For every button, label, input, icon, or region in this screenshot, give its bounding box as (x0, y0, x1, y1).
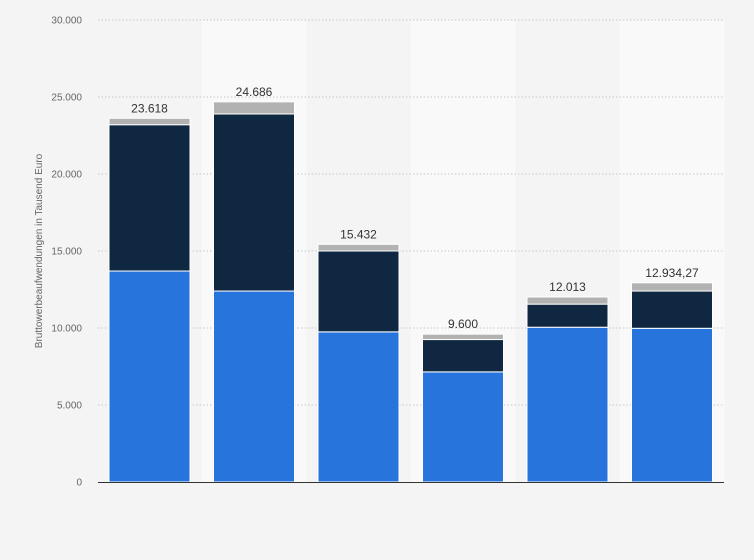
bar-total-label: 23.618 (131, 101, 168, 115)
bar-total-label: 24.686 (236, 85, 273, 99)
y-tick-label: 10.000 (51, 324, 82, 335)
bar-segment-2[interactable] (631, 290, 713, 329)
bar-segment-2[interactable] (422, 339, 504, 373)
bars (108, 101, 713, 483)
bar-segment-1[interactable] (631, 327, 713, 483)
y-axis-title: Bruttowerbeaufwendungen in Tausend Euro (34, 153, 45, 348)
bar-segment-1[interactable] (213, 290, 295, 483)
gridlines (98, 19, 724, 406)
bar-segment-1[interactable] (108, 270, 191, 483)
bar-total-label: 15.432 (340, 227, 377, 241)
bar-segment-1[interactable] (526, 326, 609, 483)
bar-segment-2[interactable] (108, 124, 191, 272)
bar-segment-3[interactable] (422, 333, 504, 341)
y-tick-label: 25.000 (51, 93, 82, 104)
bar-segment-1[interactable] (317, 331, 400, 483)
bar-segment-3[interactable] (526, 296, 609, 305)
labels: 0 5.000 10.000 15.000 20.000 25.000 30.000 23.6… (51, 16, 699, 489)
bar-segment-1[interactable] (422, 371, 504, 483)
y-tick-label: 30.000 (51, 16, 82, 27)
bar-total-label: 12.013 (549, 280, 586, 294)
bar-segment-3[interactable] (631, 282, 713, 292)
bar-total-label: 12.934,27 (645, 266, 699, 280)
y-tick-label: 5.000 (57, 401, 82, 412)
bar-segment-3[interactable] (108, 117, 191, 126)
bar-segment-2[interactable] (317, 250, 400, 333)
bar-segment-3[interactable] (213, 101, 295, 115)
bar-segment-2[interactable] (526, 303, 609, 328)
y-tick-label: 20.000 (51, 170, 82, 181)
bar-segment-3[interactable] (317, 243, 400, 252)
y-tick-label: 0 (76, 478, 82, 489)
bar-segment-2[interactable] (213, 113, 295, 292)
y-tick-label: 15.000 (51, 247, 82, 258)
bar-total-label: 9.600 (448, 317, 478, 331)
